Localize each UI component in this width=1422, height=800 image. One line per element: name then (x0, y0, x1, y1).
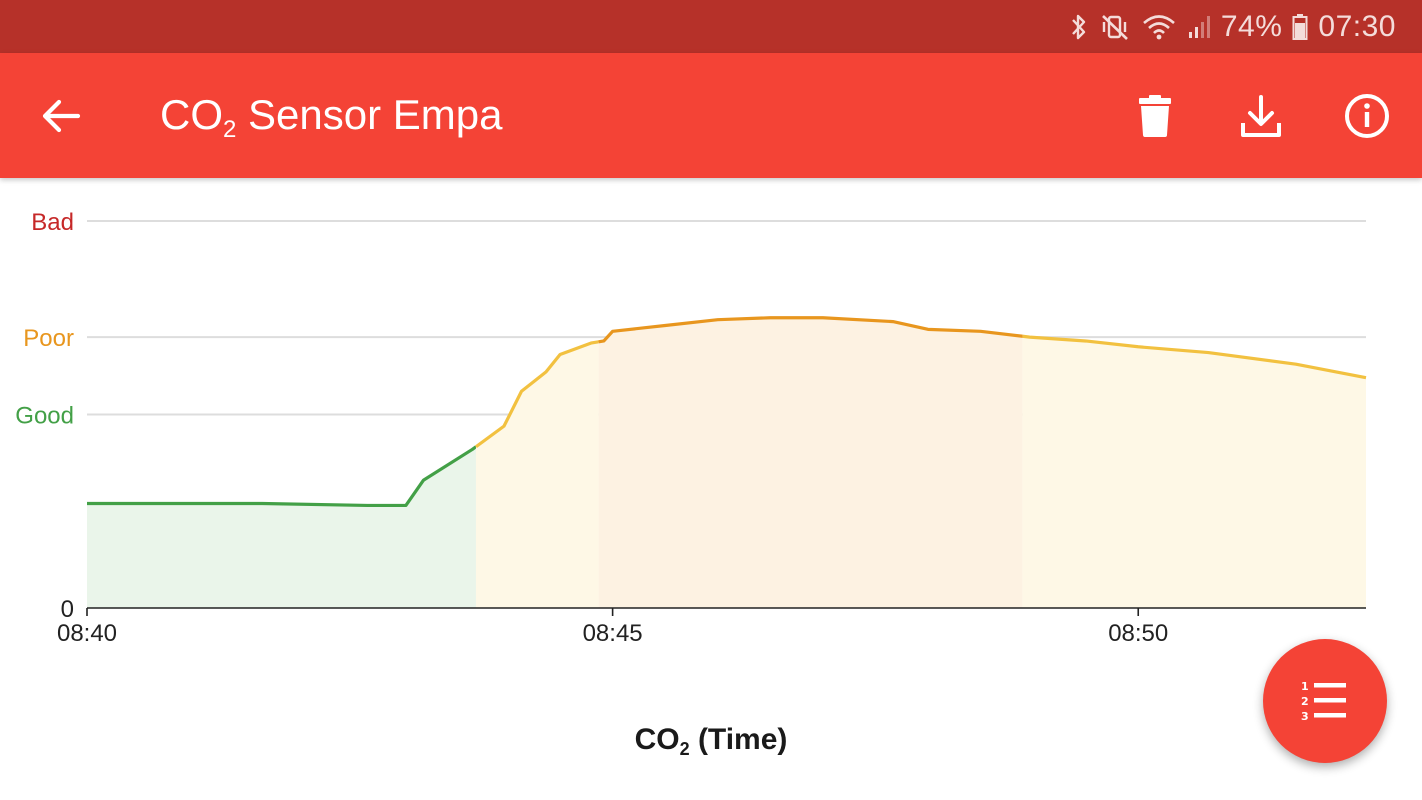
band-fill-2 (598, 317, 1023, 608)
page-title: CO2 Sensor Empa (160, 89, 503, 156)
page-title-prefix: CO (160, 91, 223, 138)
x-tick-label: 08:40 (57, 620, 117, 647)
chart-title-prefix: CO (634, 723, 680, 756)
numbered-list-button[interactable]: 1 2 3 (1263, 639, 1387, 763)
clock: 07:30 (1318, 10, 1396, 43)
chart-title-suffix: (Time) (689, 723, 788, 756)
series-line-segment-3 (1022, 334, 1367, 380)
info-button[interactable] (1340, 89, 1394, 143)
y-label-0: 0 (61, 596, 74, 623)
battery-icon (1292, 14, 1308, 40)
series-line-segment-0 (87, 445, 477, 508)
co2-chart: 0 Good Poor Bad 08:40 08:45 08:50 (15, 209, 1367, 647)
back-arrow-icon (42, 99, 81, 133)
chart-title: CO2 (Time) (0, 723, 1422, 760)
vibrate-mute-icon (1101, 15, 1128, 40)
band-fill-0 (87, 446, 476, 608)
y-label-bad: Bad (31, 209, 74, 236)
battery-percent: 74% (1220, 10, 1283, 43)
page-title-suffix: Sensor Empa (236, 91, 503, 138)
numbered-list-icon: 1 2 3 (1301, 680, 1346, 723)
y-label-poor: Poor (23, 325, 74, 352)
delete-button[interactable] (1128, 89, 1182, 143)
wifi-icon (1143, 15, 1175, 40)
page-title-subscript: 2 (223, 116, 237, 143)
back-button[interactable] (38, 93, 84, 139)
svg-text:3: 3 (1301, 710, 1309, 723)
status-icons: 74% 07:30 (1069, 8, 1396, 46)
band-fill-1 (475, 341, 599, 608)
info-icon (1345, 94, 1389, 138)
chart-title-subscript: 2 (679, 739, 690, 759)
download-icon (1241, 95, 1281, 137)
svg-text:1: 1 (1301, 680, 1309, 693)
band-fill-3 (1022, 336, 1366, 608)
app-bar: CO2 Sensor Empa (0, 53, 1422, 178)
delete-icon (1139, 95, 1171, 137)
chart-area: 0 Good Poor Bad 08:40 08:45 08:50 CO2 (Time) (0, 178, 1422, 800)
download-button[interactable] (1234, 89, 1288, 143)
x-tick-label: 08:45 (583, 620, 643, 647)
series-line-segment-1 (475, 340, 599, 449)
y-label-good: Good (15, 403, 74, 430)
x-tick-label: 08:50 (1108, 620, 1168, 647)
signal-icon (1188, 16, 1210, 38)
series-line-segment-2 (598, 316, 1023, 344)
bluetooth-icon (1071, 14, 1086, 40)
status-bar: 74% 07:30 (0, 0, 1422, 53)
svg-text:2: 2 (1301, 695, 1309, 708)
